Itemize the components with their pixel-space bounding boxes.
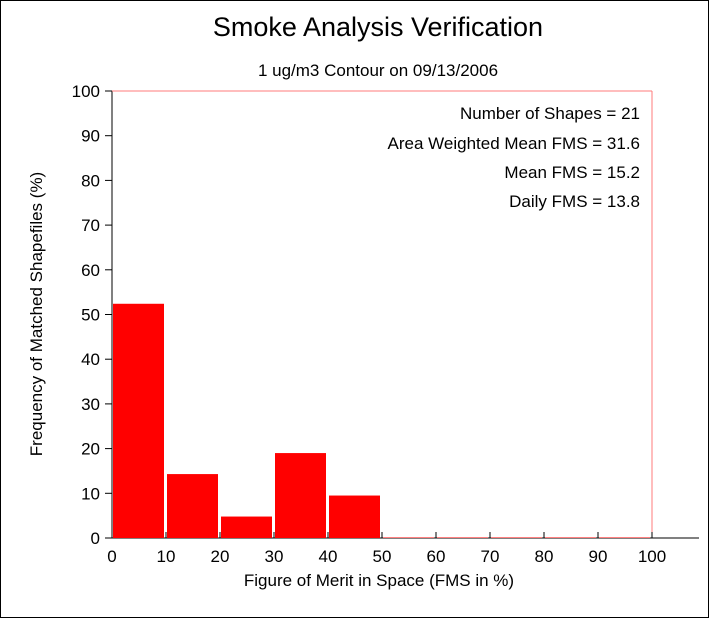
x-tick-label-5: 50 — [373, 547, 392, 566]
y-tick-label-4: 40 — [81, 350, 100, 369]
annotation-number-of-shapes: Number of Shapes = 21 — [460, 104, 640, 123]
y-tick-label-6: 60 — [81, 261, 100, 280]
y-tick-label-7: 70 — [81, 216, 100, 235]
x-tick-label-10: 100 — [638, 547, 666, 566]
y-tick-label-3: 30 — [81, 395, 100, 414]
x-tick-label-0: 0 — [107, 547, 116, 566]
y-tick-label-2: 20 — [81, 440, 100, 459]
y-axis: 0 10 20 30 40 50 60 70 80 90 100 — [72, 82, 112, 548]
x-tick-label-2: 20 — [211, 547, 230, 566]
y-tick-label-8: 80 — [81, 171, 100, 190]
annotation-daily-fms: Daily FMS = 13.8 — [509, 192, 640, 211]
histogram-bar-2 — [221, 516, 272, 538]
annotation-area-weighted-mean-fms: Area Weighted Mean FMS = 31.6 — [388, 134, 640, 153]
y-tick-label-1: 10 — [81, 484, 100, 503]
y-tick-label-9: 90 — [81, 127, 100, 146]
x-axis-label: Figure of Merit in Space (FMS in %) — [244, 571, 514, 590]
chart-subtitle: 1 ug/m3 Contour on 09/13/2006 — [258, 61, 498, 80]
histogram-bar-0 — [113, 303, 164, 538]
x-tick-label-7: 70 — [481, 547, 500, 566]
chart-title: Smoke Analysis Verification — [213, 12, 543, 42]
x-tick-label-4: 40 — [319, 547, 338, 566]
histogram-bar-1 — [167, 474, 218, 538]
y-tick-label-0: 0 — [91, 529, 100, 548]
annotation-mean-fms: Mean FMS = 15.2 — [504, 163, 640, 182]
x-axis: 0 10 20 30 40 50 60 70 80 90 100 — [107, 532, 666, 566]
histogram-bar-3 — [275, 453, 326, 538]
x-tick-label-6: 60 — [427, 547, 446, 566]
x-tick-label-8: 80 — [535, 547, 554, 566]
y-axis-label: Frequency of Matched Shapefiles (%) — [27, 172, 46, 456]
histogram-bar-4 — [329, 495, 380, 538]
y-tick-label-10: 100 — [72, 82, 100, 101]
bars-group — [113, 303, 650, 538]
plot-area — [111, 90, 699, 539]
y-tick-label-5: 50 — [81, 306, 100, 325]
statistics-annotations: Number of Shapes = 21 Area Weighted Mean… — [388, 104, 640, 211]
x-tick-label-3: 30 — [265, 547, 284, 566]
x-tick-label-1: 10 — [157, 547, 176, 566]
x-tick-label-9: 90 — [589, 547, 608, 566]
